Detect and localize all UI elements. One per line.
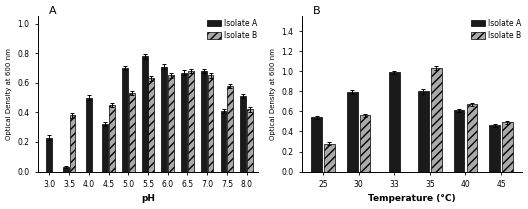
Bar: [142, 56, 148, 172]
Bar: [454, 111, 464, 172]
Bar: [102, 124, 108, 172]
Bar: [502, 122, 513, 172]
Bar: [240, 96, 246, 172]
Bar: [324, 144, 335, 172]
Bar: [431, 68, 441, 172]
X-axis label: pH: pH: [141, 194, 155, 203]
Bar: [129, 93, 135, 172]
Text: B: B: [313, 6, 320, 15]
Bar: [109, 105, 115, 172]
Bar: [347, 92, 357, 172]
Bar: [70, 115, 76, 172]
Bar: [46, 138, 52, 172]
Bar: [221, 111, 227, 172]
Bar: [208, 75, 213, 172]
X-axis label: Temperature (°C): Temperature (°C): [368, 194, 456, 203]
Text: A: A: [49, 6, 56, 15]
Bar: [86, 98, 92, 172]
Bar: [418, 92, 429, 172]
Legend: Isolate A, Isolate B: Isolate A, Isolate B: [206, 17, 259, 42]
Bar: [168, 75, 174, 172]
Bar: [201, 71, 207, 172]
Bar: [311, 117, 322, 172]
Bar: [148, 78, 154, 172]
Bar: [188, 71, 194, 172]
Bar: [63, 167, 69, 172]
Y-axis label: Optical Density at 600 nm: Optical Density at 600 nm: [270, 48, 276, 140]
Bar: [227, 86, 233, 172]
Y-axis label: Optical Density at 600 nm: Optical Density at 600 nm: [6, 48, 12, 140]
Bar: [467, 104, 477, 172]
Legend: Isolate A, Isolate B: Isolate A, Isolate B: [470, 17, 523, 42]
Bar: [122, 68, 128, 172]
Bar: [489, 125, 500, 172]
Bar: [162, 67, 167, 172]
Bar: [389, 72, 400, 172]
Bar: [181, 73, 187, 172]
Bar: [360, 116, 370, 172]
Bar: [247, 110, 253, 172]
